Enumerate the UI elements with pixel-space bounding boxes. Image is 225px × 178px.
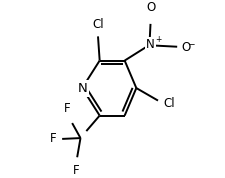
Text: N: N	[77, 82, 87, 95]
Text: O: O	[146, 1, 155, 14]
Text: F: F	[63, 102, 70, 115]
Text: F: F	[50, 132, 56, 145]
Text: +: +	[155, 35, 161, 44]
Text: Cl: Cl	[162, 97, 174, 110]
Text: F: F	[73, 164, 79, 177]
Text: N: N	[146, 38, 154, 51]
Text: O: O	[180, 41, 190, 54]
Text: −: −	[187, 39, 194, 48]
Text: Cl: Cl	[92, 18, 103, 31]
